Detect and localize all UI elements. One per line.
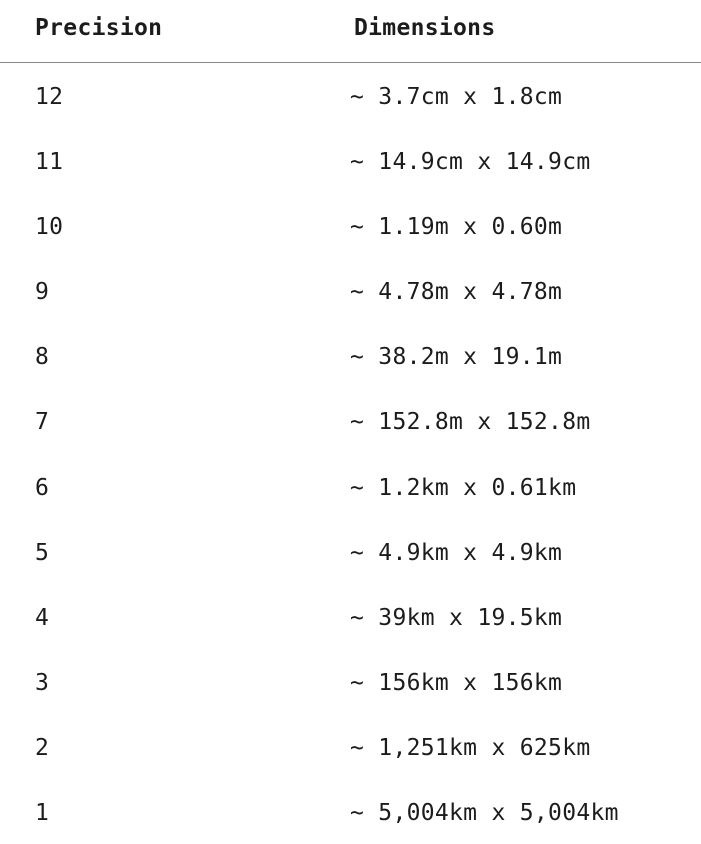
table-row: 6 ~ 1.2km x 0.61km [0,454,701,519]
cell-dimensions: ~ 5,004km x 5,004km [350,800,619,827]
cell-dimensions: ~ 156km x 156km [350,669,563,696]
cell-dimensions: ~ 39km x 19.5km [350,604,563,631]
table-row: 5 ~ 4.9km x 4.9km [0,519,701,584]
cell-dimensions: ~ 4.78m x 4.78m [350,279,563,306]
cell-dimensions: ~ 152.8m x 152.8m [350,409,591,436]
cell-precision: 2 [35,734,50,761]
header-dimensions: Dimensions [354,15,496,41]
cell-dimensions: ~ 1.19m x 0.60m [350,214,563,241]
table-row: 11 ~ 14.9cm x 14.9cm [0,128,701,193]
cell-precision: 6 [35,474,50,501]
cell-precision: 7 [35,409,50,436]
cell-dimensions: ~ 4.9km x 4.9km [350,539,563,566]
cell-precision: 8 [35,344,50,371]
cell-precision: 12 [35,84,64,110]
cell-dimensions: ~ 3.7cm x 1.8cm [350,84,563,110]
table-row: 2 ~ 1,251km x 625km [0,714,701,779]
cell-precision: 5 [35,539,50,566]
table-row: 7 ~ 152.8m x 152.8m [0,388,701,453]
table-row: 12 ~ 3.7cm x 1.8cm [0,63,701,128]
cell-precision: 11 [35,149,64,176]
cell-precision: 9 [35,279,50,306]
table-body: 12 ~ 3.7cm x 1.8cm 11 ~ 14.9cm x 14.9cm … [0,63,701,844]
table-row: 3 ~ 156km x 156km [0,649,701,714]
cell-dimensions: ~ 1.2km x 0.61km [350,474,577,501]
cell-dimensions: ~ 38.2m x 19.1m [350,344,563,371]
table-row: 4 ~ 39km x 19.5km [0,584,701,649]
table-row: 1 ~ 5,004km x 5,004km [0,779,701,844]
table-row: 8 ~ 38.2m x 19.1m [0,323,701,388]
cell-precision: 10 [35,214,64,241]
table-header: Precision Dimensions [0,0,701,63]
cell-dimensions: ~ 1,251km x 625km [350,734,591,761]
cell-precision: 3 [35,669,50,696]
header-precision: Precision [35,15,163,41]
table-row: 10 ~ 1.19m x 0.60m [0,193,701,258]
cell-dimensions: ~ 14.9cm x 14.9cm [350,149,591,176]
table-row: 9 ~ 4.78m x 4.78m [0,258,701,323]
cell-precision: 4 [35,604,50,631]
cell-precision: 1 [35,800,50,827]
